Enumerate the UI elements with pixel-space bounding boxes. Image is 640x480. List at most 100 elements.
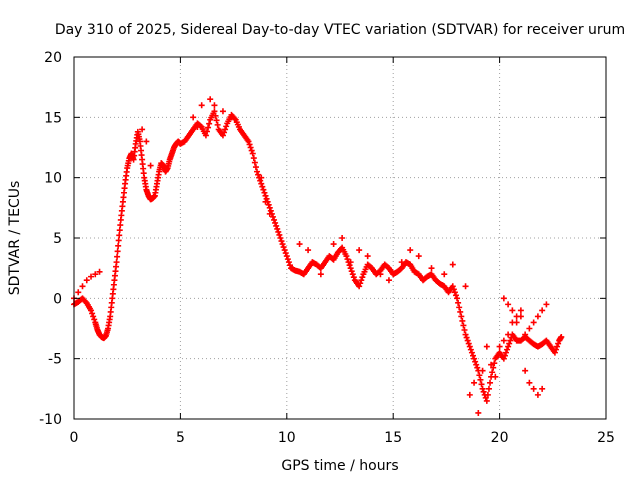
data-point [143, 138, 150, 145]
data-point [452, 292, 459, 299]
data-point [505, 343, 512, 350]
y-tick-label: 10 [44, 171, 62, 187]
data-point [507, 337, 514, 344]
data-point [466, 391, 473, 398]
data-point [350, 274, 357, 281]
data-point [214, 121, 221, 128]
y-tick-label: -5 [48, 352, 62, 368]
data-point [473, 361, 480, 368]
data-marks [71, 96, 565, 416]
data-point [207, 96, 214, 103]
data-point [213, 117, 220, 124]
data-point [198, 102, 205, 109]
data-point [221, 129, 228, 136]
data-point [478, 381, 485, 388]
data-point [249, 150, 256, 157]
data-point [283, 253, 290, 260]
data-point [407, 247, 414, 254]
data-point [75, 289, 82, 296]
data-point [211, 102, 218, 109]
y-tick-label: 0 [53, 291, 62, 307]
data-point [115, 242, 122, 249]
data-point [263, 195, 270, 202]
x-tick-label: 5 [176, 430, 185, 446]
data-point [492, 373, 499, 380]
data-point [254, 168, 261, 175]
x-tick-label: 20 [491, 430, 509, 446]
data-point [471, 379, 478, 386]
data-point [490, 364, 497, 371]
data-point [488, 361, 495, 368]
data-point [262, 192, 269, 199]
data-point [296, 241, 303, 248]
data-point [202, 132, 209, 139]
data-point [517, 313, 524, 320]
data-point [485, 385, 492, 392]
data-point [211, 108, 218, 115]
data-point [555, 340, 562, 347]
data-point [554, 343, 561, 350]
data-point [506, 340, 513, 347]
y-tick-label: 20 [44, 50, 62, 66]
data-point [450, 286, 457, 293]
data-point [449, 261, 456, 268]
data-point [522, 331, 529, 338]
data-point [479, 367, 486, 374]
y-tick-label: 5 [53, 231, 62, 247]
data-point [552, 346, 559, 353]
data-point [259, 183, 266, 190]
data-point [219, 108, 226, 115]
x-tick-label: 25 [597, 430, 615, 446]
data-point [260, 186, 267, 193]
data-point [219, 132, 226, 139]
data-point [356, 283, 363, 290]
data-point [476, 372, 483, 379]
data-point [349, 271, 356, 278]
x-tick-label: 0 [70, 430, 79, 446]
data-point [479, 385, 486, 392]
data-point [459, 317, 466, 324]
data-point [484, 391, 491, 398]
data-point [246, 141, 253, 148]
data-point [462, 331, 469, 338]
data-point [348, 268, 355, 275]
data-point [114, 248, 121, 255]
data-point [517, 307, 524, 314]
data-point [286, 262, 293, 269]
data-point [482, 394, 489, 401]
y-axis-label: SDTVAR / TECUs [7, 181, 23, 296]
data-point [472, 358, 479, 365]
data-point [501, 352, 508, 359]
data-point [398, 259, 405, 266]
data-point [558, 333, 565, 340]
x-axis-label: GPS time / hours [281, 458, 398, 474]
data-point [273, 222, 280, 229]
data-point [487, 379, 494, 386]
data-point [474, 364, 481, 371]
data-point [252, 164, 259, 171]
data-point [344, 256, 351, 263]
data-point [280, 244, 287, 251]
data-point [460, 322, 467, 329]
data-point [500, 295, 507, 302]
data-point [505, 301, 512, 308]
data-point [534, 391, 541, 398]
data-point [461, 327, 468, 334]
data-point [464, 337, 471, 344]
data-point [251, 159, 258, 166]
data-point [223, 123, 230, 130]
data-point [470, 352, 476, 359]
data-point [255, 171, 262, 178]
data-point [496, 343, 503, 350]
data-point [261, 189, 268, 196]
data-point [539, 307, 546, 314]
data-point [530, 319, 537, 326]
data-point [222, 126, 229, 133]
data-point [357, 280, 364, 287]
data-point [278, 238, 285, 245]
data-point [347, 265, 354, 272]
data-point [116, 227, 123, 234]
data-point [466, 343, 473, 350]
data-point [415, 253, 422, 260]
data-point [359, 274, 366, 281]
